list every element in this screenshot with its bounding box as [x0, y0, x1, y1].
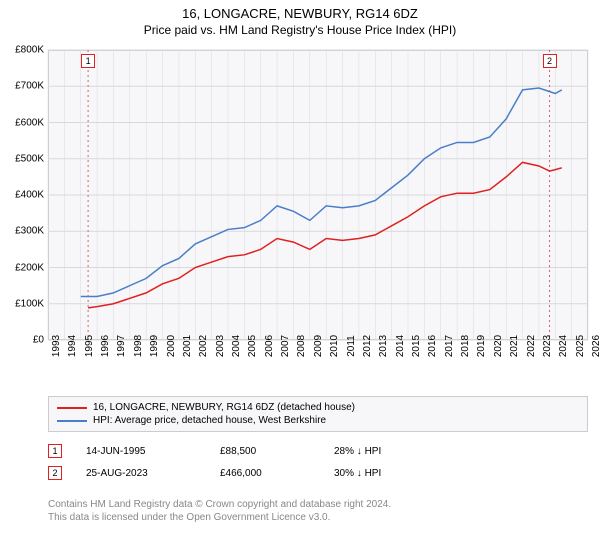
legend-row: HPI: Average price, detached house, West… — [57, 414, 579, 427]
y-tick-label: £500K — [0, 153, 44, 164]
x-tick-label: 2003 — [215, 335, 226, 357]
x-tick-label: 1998 — [133, 335, 144, 357]
y-tick-label: £700K — [0, 81, 44, 92]
x-tick-label: 2005 — [247, 335, 258, 357]
chart-area: £0£100K£200K£300K£400K£500K£600K£700K£80… — [48, 50, 588, 340]
legend: 16, LONGACRE, NEWBURY, RG14 6DZ (detache… — [48, 396, 588, 432]
data-point-price: £88,500 — [220, 446, 310, 457]
x-tick-label: 2021 — [509, 335, 520, 357]
y-tick-label: £200K — [0, 262, 44, 273]
data-point-row: 2 25-AUG-2023 £466,000 30% ↓ HPI — [48, 462, 588, 484]
footer-line-2: This data is licensed under the Open Gov… — [48, 511, 588, 524]
x-tick-label: 2023 — [542, 335, 553, 357]
x-tick-label: 2017 — [444, 335, 455, 357]
x-tick-label: 2018 — [460, 335, 471, 357]
data-point-delta: 30% ↓ HPI — [334, 468, 424, 479]
data-point-row: 1 14-JUN-1995 £88,500 28% ↓ HPI — [48, 440, 588, 462]
x-tick-label: 2000 — [166, 335, 177, 357]
x-tick-label: 2014 — [395, 335, 406, 357]
data-point-marker: 2 — [48, 466, 62, 480]
data-points-table: 1 14-JUN-1995 £88,500 28% ↓ HPI 2 25-AUG-2023… — [48, 440, 588, 484]
y-tick-label: £800K — [0, 45, 44, 56]
series-line-address — [88, 162, 562, 308]
x-tick-label: 2007 — [280, 335, 291, 357]
footer-attribution: Contains HM Land Registry data © Crown c… — [48, 498, 588, 524]
x-tick-label: 2024 — [558, 335, 569, 357]
legend-row: 16, LONGACRE, NEWBURY, RG14 6DZ (detache… — [57, 401, 579, 414]
legend-label: HPI: Average price, detached house, West… — [93, 415, 326, 426]
y-tick-label: £300K — [0, 226, 44, 237]
x-tick-label: 2011 — [346, 335, 357, 357]
y-tick-label: £0 — [0, 335, 44, 346]
y-tick-label: £100K — [0, 298, 44, 309]
x-tick-label: 2022 — [526, 335, 537, 357]
x-tick-label: 2026 — [591, 335, 600, 357]
data-point-delta: 28% ↓ HPI — [334, 446, 424, 457]
chart-subtitle: Price paid vs. HM Land Registry's House … — [0, 23, 600, 37]
event-marker-1: 1 — [81, 54, 95, 68]
x-tick-label: 1997 — [116, 335, 127, 357]
plot-svg — [48, 50, 588, 340]
event-marker-2: 2 — [543, 54, 557, 68]
legend-swatch — [57, 420, 87, 422]
x-tick-label: 2015 — [411, 335, 422, 357]
y-tick-label: £600K — [0, 117, 44, 128]
y-tick-label: £400K — [0, 190, 44, 201]
data-point-date: 25-AUG-2023 — [86, 468, 196, 479]
x-tick-label: 1996 — [100, 335, 111, 357]
x-tick-label: 2006 — [264, 335, 275, 357]
data-point-date: 14-JUN-1995 — [86, 446, 196, 457]
x-tick-label: 2012 — [362, 335, 373, 357]
x-tick-label: 2013 — [378, 335, 389, 357]
footer-line-1: Contains HM Land Registry data © Crown c… — [48, 498, 588, 511]
x-tick-label: 1999 — [149, 335, 160, 357]
chart-container: 16, LONGACRE, NEWBURY, RG14 6DZ Price pa… — [0, 0, 600, 560]
x-tick-label: 2008 — [296, 335, 307, 357]
legend-swatch — [57, 407, 87, 409]
x-tick-label: 1995 — [84, 335, 95, 357]
x-tick-label: 2009 — [313, 335, 324, 357]
x-tick-label: 2002 — [198, 335, 209, 357]
x-tick-label: 2004 — [231, 335, 242, 357]
chart-title: 16, LONGACRE, NEWBURY, RG14 6DZ — [0, 6, 600, 21]
x-tick-label: 2019 — [476, 335, 487, 357]
data-point-price: £466,000 — [220, 468, 310, 479]
x-tick-label: 2001 — [182, 335, 193, 357]
x-tick-label: 1994 — [67, 335, 78, 357]
legend-label: 16, LONGACRE, NEWBURY, RG14 6DZ (detache… — [93, 402, 355, 413]
x-tick-label: 2016 — [427, 335, 438, 357]
x-tick-label: 2025 — [575, 335, 586, 357]
data-point-marker: 1 — [48, 444, 62, 458]
x-tick-label: 1993 — [51, 335, 62, 357]
x-tick-label: 2010 — [329, 335, 340, 357]
title-block: 16, LONGACRE, NEWBURY, RG14 6DZ Price pa… — [0, 0, 600, 37]
x-tick-label: 2020 — [493, 335, 504, 357]
